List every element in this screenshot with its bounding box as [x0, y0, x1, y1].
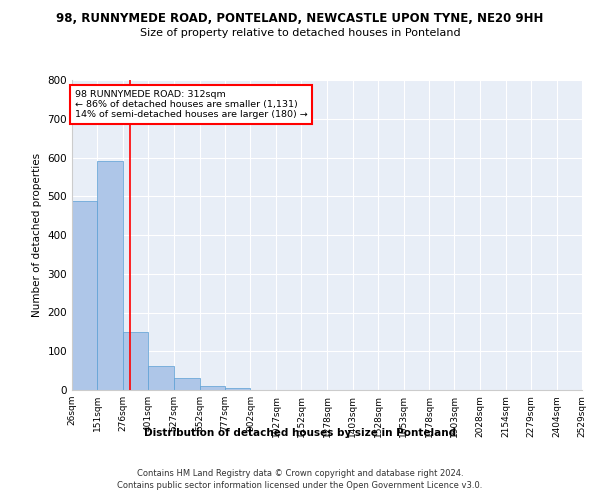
Text: Distribution of detached houses by size in Ponteland: Distribution of detached houses by size …: [144, 428, 456, 438]
Bar: [148, 366, 174, 390]
Text: 98 RUNNYMEDE ROAD: 312sqm
← 86% of detached houses are smaller (1,131)
14% of se: 98 RUNNYMEDE ROAD: 312sqm ← 86% of detac…: [75, 90, 308, 120]
Bar: [225, 388, 250, 390]
Text: Contains HM Land Registry data © Crown copyright and database right 2024.
Contai: Contains HM Land Registry data © Crown c…: [118, 468, 482, 490]
Bar: [72, 202, 97, 390]
Bar: [200, 386, 225, 390]
Bar: [174, 378, 200, 390]
Text: Size of property relative to detached houses in Ponteland: Size of property relative to detached ho…: [140, 28, 460, 38]
Bar: [123, 332, 148, 390]
Text: 98, RUNNYMEDE ROAD, PONTELAND, NEWCASTLE UPON TYNE, NE20 9HH: 98, RUNNYMEDE ROAD, PONTELAND, NEWCASTLE…: [56, 12, 544, 26]
Bar: [97, 162, 123, 390]
Y-axis label: Number of detached properties: Number of detached properties: [32, 153, 42, 317]
